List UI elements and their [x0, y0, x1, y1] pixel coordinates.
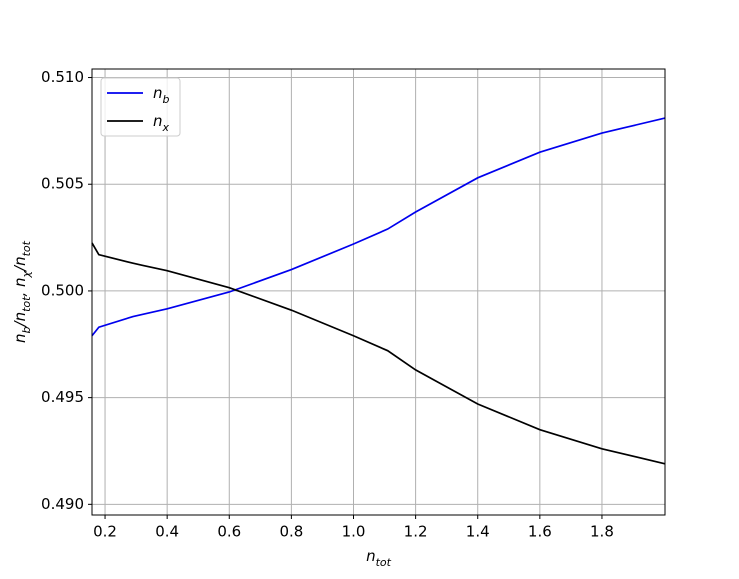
x-tick-label: 1.6: [528, 523, 552, 541]
y-axis-label: nb/ntot, nχ/ntot: [11, 240, 33, 343]
plot-frame: [91, 68, 666, 516]
y-tick-label: 0.490: [41, 495, 84, 513]
x-tick-label: 1.8: [590, 523, 614, 541]
x-tick-label: 1.0: [342, 523, 366, 541]
y-tick-label: 0.495: [41, 388, 84, 406]
legend-label: nx: [153, 112, 170, 134]
line-series: [91, 242, 666, 465]
x-tick-label: 1.2: [404, 523, 428, 541]
legend-label: nb: [153, 84, 170, 106]
y-tick-label: 0.510: [41, 68, 84, 86]
x-tick-label: 0.8: [279, 523, 303, 541]
line-series: [91, 117, 666, 337]
x-tick-label: 1.4: [466, 523, 490, 541]
x-tick-label: 0.2: [93, 523, 117, 541]
y-tick-label: 0.500: [41, 281, 84, 299]
x-axis-label: ntot: [366, 547, 392, 569]
y-tick-label: 0.505: [41, 175, 84, 193]
x-tick-label: 0.4: [155, 523, 179, 541]
x-tick-label: 0.6: [217, 523, 241, 541]
